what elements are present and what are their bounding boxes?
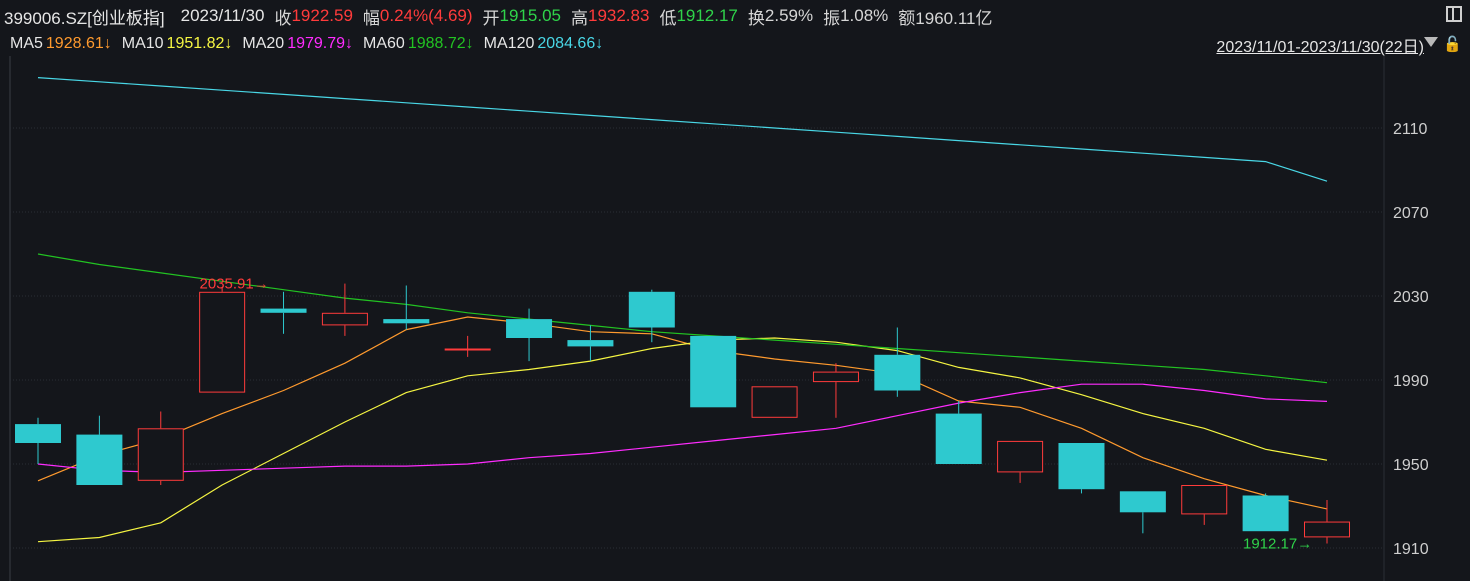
ma5-label: MA5 <box>10 35 43 52</box>
ma20-value: 1979.79↓ <box>287 35 354 52</box>
candle-body <box>935 413 982 464</box>
high-value: 1932.83 <box>587 6 650 25</box>
ma10-value: 1951.82↓ <box>166 35 233 52</box>
ma10-label: MA10 <box>121 35 164 52</box>
candle-body <box>567 340 614 347</box>
ma20-label: MA20 <box>242 35 285 52</box>
candle-body <box>506 319 553 338</box>
close-value: 1922.59 <box>291 6 353 25</box>
index-code[interactable]: 399006.SZ[创业板指] <box>4 8 165 28</box>
candle-body <box>15 424 61 443</box>
candlestick-chart[interactable]: 2110 2070 2030 1990 1950 1910 2035.91→ 1912.17→ <box>0 56 1470 581</box>
candle-body <box>1242 495 1289 532</box>
candle-body <box>199 291 246 393</box>
extreme-value-label: 2035.91→ <box>200 276 269 293</box>
candle-body <box>690 335 737 408</box>
quote-date: 2023/11/30 <box>180 6 265 25</box>
close-label: 收 <box>274 8 292 28</box>
quote-header: 399006.SZ[创业板指] 2023/11/30 收 1922.59 幅 0… <box>0 0 1470 32</box>
candle-body <box>874 354 921 391</box>
candle-body <box>628 291 675 328</box>
turnover-value: 2.59% <box>764 6 814 25</box>
candle-body <box>444 348 491 351</box>
candle-body <box>1119 491 1166 513</box>
ma-line-ma20 <box>37 383 1328 474</box>
low-label: 低 <box>659 8 677 28</box>
candle-body <box>751 386 798 418</box>
ma5-value: 1928.61↓ <box>45 35 112 52</box>
y-tick-label: 2110 <box>1393 121 1428 138</box>
amplitude-label: 振 <box>823 8 841 28</box>
amount-value: 1960.11亿 <box>915 8 993 28</box>
candle-body <box>260 308 307 313</box>
candle-body <box>812 371 859 383</box>
candle-body <box>1058 443 1105 490</box>
lock-icon[interactable]: 🔓 <box>1443 36 1462 53</box>
low-value: 1912.17 <box>676 6 738 25</box>
date-range-selector[interactable]: 2023/11/01-2023/11/30(22日) <box>1216 39 1424 56</box>
ma120-value: 2084.66↓ <box>537 35 604 52</box>
change-label: 幅 <box>362 8 380 28</box>
y-tick-label: 2070 <box>1393 205 1429 222</box>
extreme-value-label: 1912.17→ <box>1243 535 1312 552</box>
candle-body <box>1181 485 1228 515</box>
candle-body <box>76 434 123 485</box>
candle-body <box>137 428 184 481</box>
change-value: 0.24%(4.69) <box>379 6 473 25</box>
ma-legend: MA5 1928.61↓ MA10 1951.82↓ MA20 1979.79↓… <box>0 33 1470 55</box>
open-value: 1915.05 <box>499 6 561 25</box>
open-label: 开 <box>482 8 500 28</box>
amplitude-value: 1.08% <box>840 6 889 25</box>
ma-line-ma120 <box>37 77 1328 182</box>
candle-body <box>383 319 430 324</box>
ma-line-ma60 <box>37 253 1328 384</box>
y-tick-label: 1910 <box>1393 541 1429 558</box>
y-tick-label: 2030 <box>1393 289 1429 306</box>
candle-body <box>997 440 1044 473</box>
ma-line-ma5 <box>37 316 1328 510</box>
dropdown-triangle-icon[interactable] <box>1424 37 1438 47</box>
ma60-label: MA60 <box>363 35 405 52</box>
y-tick-label: 1990 <box>1393 373 1429 390</box>
amount-label: 额 <box>898 8 916 28</box>
candle-body <box>1304 521 1350 538</box>
high-label: 高 <box>570 8 588 28</box>
turnover-label: 换 <box>747 8 765 28</box>
ma120-label: MA120 <box>483 35 535 52</box>
candle-body <box>321 312 368 326</box>
ma60-value: 1988.72↓ <box>407 35 474 52</box>
layout-toggle-icon[interactable] <box>1446 6 1462 22</box>
y-tick-label: 1950 <box>1393 457 1429 474</box>
